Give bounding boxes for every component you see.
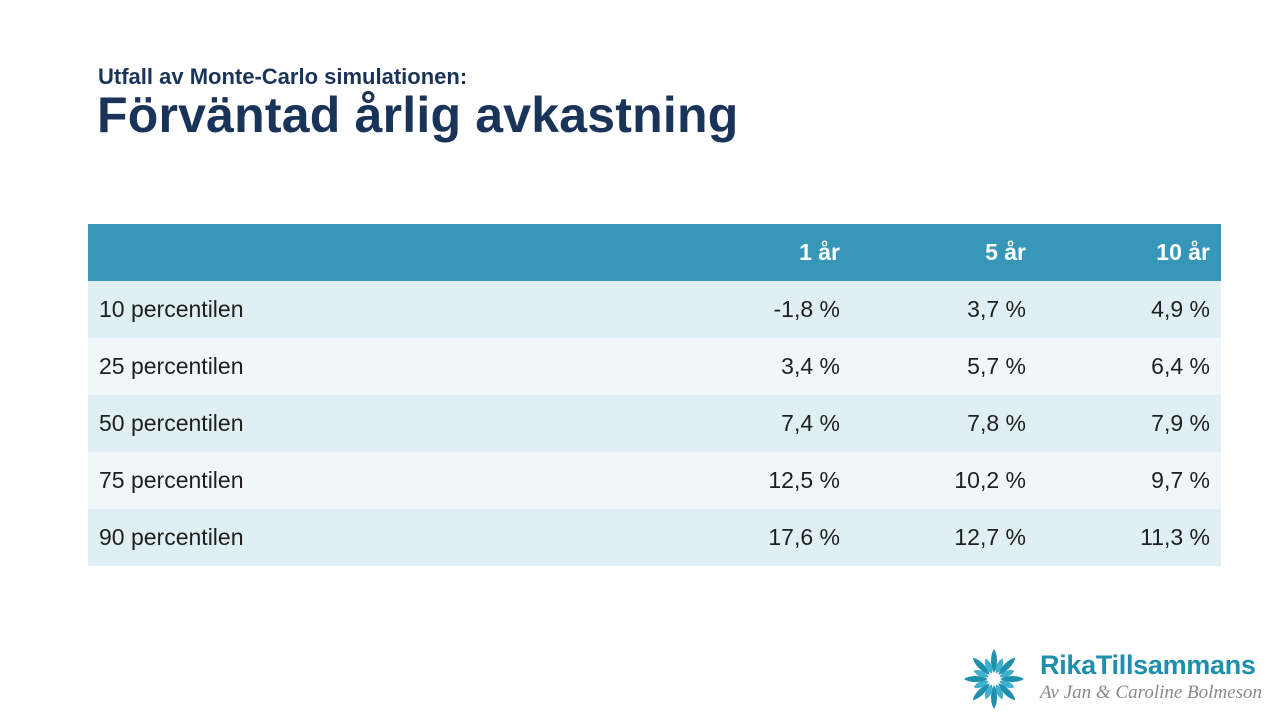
flower-petal: [991, 685, 997, 709]
flower-petal: [998, 683, 1016, 701]
cell-10-years: 6,4 %: [1037, 338, 1221, 395]
cell-10-years: 7,9 %: [1037, 395, 1221, 452]
cell-1-year: 17,6 %: [716, 509, 851, 566]
flower-petal: [973, 680, 989, 689]
cell-10-years: 9,7 %: [1037, 452, 1221, 509]
flower-petal: [972, 683, 990, 701]
cell-1-year: 12,5 %: [716, 452, 851, 509]
flower-petal: [999, 680, 1015, 689]
table-header-row: 1 år 5 år 10 år: [88, 224, 1221, 281]
flower-petal: [999, 669, 1015, 678]
flower-petal: [995, 684, 1004, 700]
cell-10-years: 4,9 %: [1037, 281, 1221, 338]
slide-title: Förväntad årlig avkastning: [97, 87, 739, 143]
cell-1-year: -1,8 %: [716, 281, 851, 338]
logo-byline: Av Jan & Caroline Bolmeson: [1040, 682, 1262, 703]
row-label: 25 percentilen: [88, 338, 716, 395]
row-label: 90 percentilen: [88, 509, 716, 566]
cell-5-years: 7,8 %: [851, 395, 1037, 452]
cell-5-years: 5,7 %: [851, 338, 1037, 395]
flower-petal: [991, 649, 997, 673]
flower-petal: [1000, 676, 1024, 682]
table-row: 25 percentilen 3,4 % 5,7 % 6,4 %: [88, 338, 1221, 395]
flower-petal: [964, 676, 988, 682]
flower-petal: [984, 658, 993, 674]
row-label: 75 percentilen: [88, 452, 716, 509]
cell-1-year: 7,4 %: [716, 395, 851, 452]
table-row: 75 percentilen 12,5 % 10,2 % 9,7 %: [88, 452, 1221, 509]
rikatillsammans-logo: RikaTillsammans Av Jan & Caroline Bolmes…: [958, 646, 1262, 712]
slide-subtitle: Utfall av Monte-Carlo simulationen:: [98, 64, 468, 89]
flower-petal: [984, 684, 993, 700]
flower-logo-icon: [964, 649, 1024, 709]
logo-brand-text: RikaTillsammans: [1040, 650, 1256, 680]
row-label: 10 percentilen: [88, 281, 716, 338]
cell-5-years: 10,2 %: [851, 452, 1037, 509]
table-row: 90 percentilen 17,6 % 12,7 % 11,3 %: [88, 509, 1221, 566]
flower-petal: [973, 669, 989, 678]
cell-5-years: 3,7 %: [851, 281, 1037, 338]
row-label: 50 percentilen: [88, 395, 716, 452]
table-row: 50 percentilen 7,4 % 7,8 % 7,9 %: [88, 395, 1221, 452]
cell-5-years: 12,7 %: [851, 509, 1037, 566]
cell-1-year: 3,4 %: [716, 338, 851, 395]
returns-table: 1 år 5 år 10 år 10 percentilen -1,8 % 3,…: [88, 224, 1221, 566]
header-cell-10-years: 10 år: [1037, 224, 1221, 281]
flower-petal: [995, 658, 1004, 674]
header-cell-1-year: 1 år: [716, 224, 851, 281]
flower-petal: [998, 657, 1016, 675]
cell-10-years: 11,3 %: [1037, 509, 1221, 566]
header-cell-5-years: 5 år: [851, 224, 1037, 281]
header-cell-empty: [88, 224, 716, 281]
table-row: 10 percentilen -1,8 % 3,7 % 4,9 %: [88, 281, 1221, 338]
flower-petal: [972, 657, 990, 675]
